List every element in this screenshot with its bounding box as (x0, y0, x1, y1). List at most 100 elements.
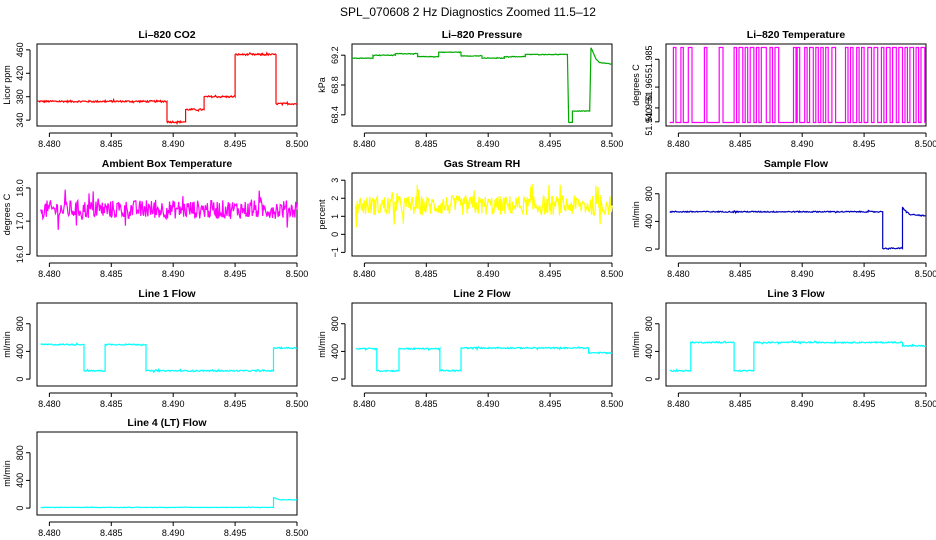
y-tick-label: 2 (330, 196, 340, 201)
plot-frame (665, 43, 927, 127)
x-tick-label: 8.500 (915, 139, 936, 149)
y-tick-label: 0 (15, 506, 25, 511)
y-axis-label: Licor ppm (2, 65, 12, 105)
x-tick-label: 8.490 (477, 269, 500, 279)
x-tick-label: 8.485 (100, 528, 123, 538)
x-tick-label: 8.500 (915, 399, 936, 409)
x-tick-label: 8.500 (601, 399, 624, 409)
x-tick-label: 8.485 (100, 139, 123, 149)
y-tick-label: 0 (644, 247, 654, 252)
panel-1: Li–820 CO2 8.480 8.485 8.490 8.495 8.500 340 38… (2, 29, 308, 149)
x-tick-label: 8.495 (224, 399, 247, 409)
y-tick-label: 1 (330, 214, 340, 219)
series-line (40, 497, 298, 509)
x-tick-label: 8.495 (853, 269, 876, 279)
y-tick-label: 340 (15, 113, 25, 128)
y-tick-label: 400 (15, 473, 25, 488)
x-tick-label: 8.495 (853, 139, 876, 149)
panel-4: Ambient Box Temperature 8.480 8.485 8.490 8.… (2, 158, 308, 279)
series-line (40, 342, 298, 374)
x-tick-label: 8.485 (415, 399, 438, 409)
y-tick-label: −1 (330, 247, 340, 257)
panel-8: Line 2 Flow 8.480 8.485 8.490 8.495 8.500 0 400… (317, 288, 623, 409)
y-tick-label: 0 (15, 377, 25, 382)
x-tick-label: 8.485 (100, 399, 123, 409)
y-tick-label: 420 (15, 66, 25, 81)
x-tick-label: 8.480 (667, 399, 690, 409)
x-tick-label: 8.490 (791, 269, 814, 279)
y-tick-label: 69.2 (330, 46, 340, 64)
panel-2: Li–820 Pressure 8.480 8.485 8.490 8.495 8.500… (317, 29, 623, 149)
plot-frame (665, 302, 927, 387)
x-tick-label: 8.500 (601, 139, 624, 149)
y-tick-label: 800 (644, 316, 654, 331)
y-axis-label: ml/min (631, 331, 641, 358)
panel-title: Li–820 Temperature (747, 29, 846, 41)
series-line (355, 346, 613, 373)
x-tick-label: 8.500 (286, 399, 309, 409)
y-axis-label: ml/min (2, 460, 12, 487)
y-tick-label: 800 (330, 316, 340, 331)
plot-frame (351, 43, 613, 127)
x-tick-label: 8.485 (415, 139, 438, 149)
y-axis-label: ml/min (631, 201, 641, 228)
panel-6: Sample Flow 8.480 8.485 8.490 8.495 8.500 0 400… (631, 158, 936, 279)
y-tick-label: 3 (330, 178, 340, 183)
series-line (351, 47, 613, 124)
x-tick-label: 8.495 (853, 399, 876, 409)
x-tick-label: 8.480 (38, 139, 61, 149)
y-axis-label: degrees C (2, 193, 12, 235)
x-tick-label: 8.480 (353, 139, 376, 149)
x-tick-label: 8.495 (539, 269, 562, 279)
y-tick-label: 380 (15, 89, 25, 104)
panel-title: Line 3 Flow (767, 288, 825, 300)
panel-3: Li–820 Temperature 8.480 8.485 8.490 8.495 8.… (631, 29, 936, 149)
y-tick-label: 800 (644, 186, 654, 201)
y-tick-label: 0 (644, 377, 654, 382)
y-tick-label: 0 (330, 232, 340, 237)
panel-title: Line 4 (LT) Flow (127, 417, 207, 429)
x-tick-label: 8.495 (539, 139, 562, 149)
y-tick-label: 68.4 (330, 106, 340, 124)
y-tick-label: 68.8 (330, 76, 340, 94)
panel-title: Ambient Box Temperature (102, 158, 233, 170)
y-tick-label: 460 (15, 42, 25, 57)
x-tick-label: 8.495 (539, 399, 562, 409)
plot-frame (36, 43, 298, 127)
x-tick-label: 8.500 (915, 269, 936, 279)
x-tick-label: 8.480 (38, 269, 61, 279)
x-tick-label: 8.480 (38, 399, 61, 409)
y-tick-label: 800 (15, 445, 25, 460)
plot-frame (36, 302, 298, 387)
series-line (40, 189, 298, 230)
series-line (36, 51, 298, 126)
panel-title: Gas Stream RH (444, 158, 520, 170)
figure-title: SPL_070608 2 Hz Diagnostics Zoomed 11.5–… (340, 5, 596, 19)
x-tick-label: 8.495 (224, 528, 247, 538)
x-tick-label: 8.500 (286, 139, 309, 149)
y-tick-label: 17.0 (15, 212, 25, 230)
panel-5: Gas Stream RH 8.480 8.485 8.490 8.495 8.500 −1… (317, 158, 623, 279)
x-tick-label: 8.490 (162, 399, 185, 409)
x-tick-label: 8.500 (286, 269, 309, 279)
y-axis-label: ml/min (2, 331, 12, 358)
y-tick-label: 400 (330, 344, 340, 359)
y-tick-label: 51.950 (644, 94, 654, 122)
x-tick-label: 8.490 (477, 139, 500, 149)
y-tick-label: 400 (644, 214, 654, 229)
panel-10: Line 4 (LT) Flow 8.480 8.485 8.490 8.495 8.50… (2, 417, 308, 538)
y-tick-label: 0 (330, 377, 340, 382)
panel-9: Line 3 Flow 8.480 8.485 8.490 8.495 8.500 0 400… (631, 288, 936, 409)
x-tick-label: 8.480 (667, 139, 690, 149)
x-tick-label: 8.485 (100, 269, 123, 279)
y-tick-label: 51.985 (644, 46, 654, 74)
x-tick-label: 8.490 (791, 399, 814, 409)
y-axis-label: percent (317, 199, 327, 230)
x-tick-label: 8.490 (791, 139, 814, 149)
plot-frame (36, 431, 298, 516)
plot-frame (36, 172, 298, 257)
x-tick-label: 8.480 (38, 528, 61, 538)
panel-title: Li–820 Pressure (442, 29, 523, 41)
y-tick-label: 18.0 (15, 179, 25, 197)
y-tick-label: 51.965 (644, 73, 654, 101)
